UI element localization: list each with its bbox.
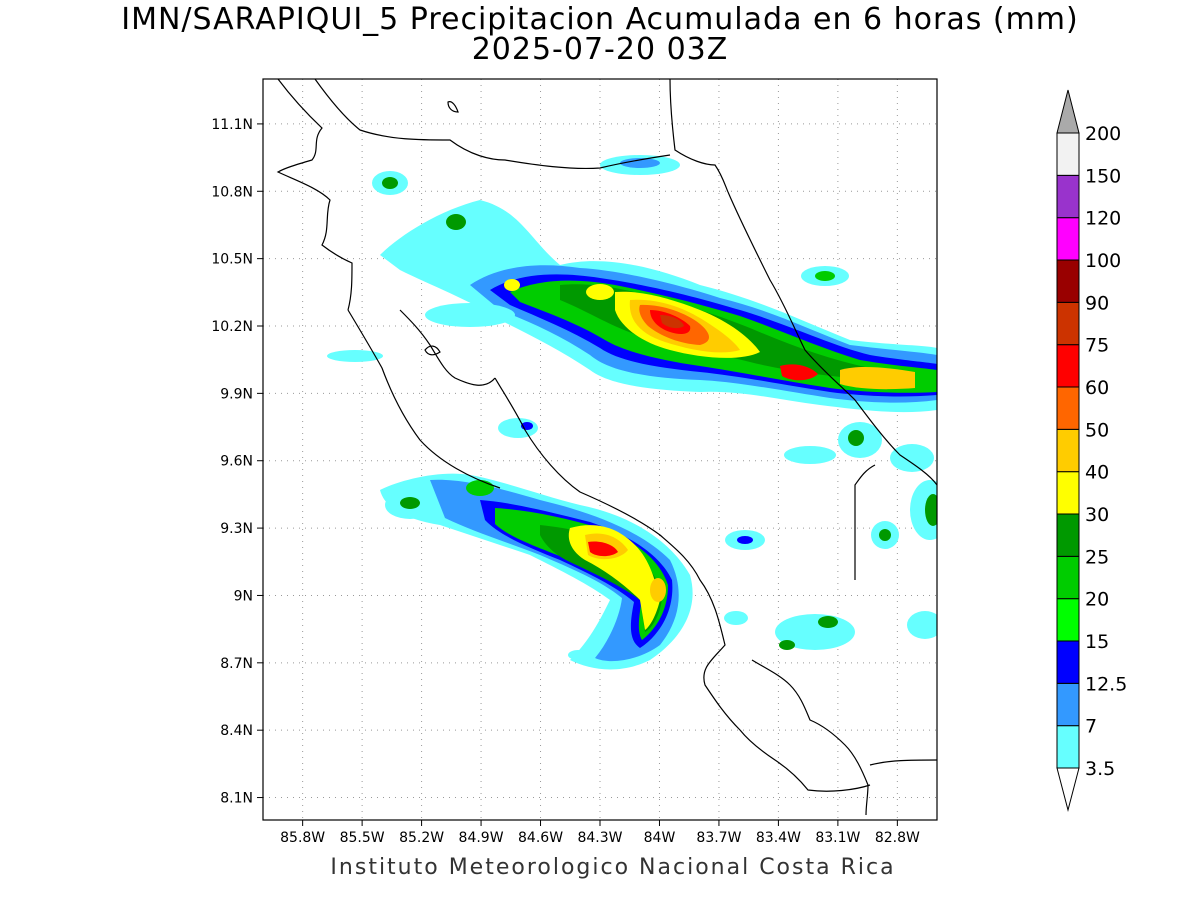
lon-tick-label: 85.8W: [280, 830, 325, 846]
map-datetime: 2025-07-20 03Z: [471, 32, 729, 67]
lat-tick-label: 9N: [234, 588, 253, 604]
precipitation-field: [327, 155, 937, 670]
colorbar-swatch: [1056, 555, 1080, 600]
rain-band-south: [380, 473, 937, 670]
colorbar-level-label: 12.5: [1085, 673, 1127, 695]
lon-tick-label: 83.7W: [696, 830, 741, 846]
colorbar-swatch: [1056, 725, 1080, 769]
colorbar-swatch: [1056, 301, 1080, 346]
lat-tick-label: 10.8N: [211, 184, 253, 200]
lat-tick-label: 8.7N: [220, 656, 253, 672]
lat-tick-label: 8.4N: [220, 723, 253, 739]
colorbar-swatch: [1056, 344, 1080, 388]
colorbar-level-label: 200: [1085, 123, 1121, 145]
colorbar-level-label: 90: [1085, 292, 1109, 314]
lat-tick-label: 8.1N: [220, 791, 253, 807]
colorbar-swatch: [1056, 174, 1080, 219]
lat-tick-label: 9.9N: [220, 386, 253, 402]
lat-tick-label: 9.3N: [220, 521, 253, 537]
lat-axis: 11.1N 10.8N 10.5N 10.2N 9.9N 9.6N 9.3N 9N 8.7N 8.…: [211, 117, 263, 807]
colorbar-level-label: 7: [1085, 716, 1097, 738]
colorbar-level-label: 30: [1085, 504, 1109, 526]
lon-tick-label: 84.9W: [459, 830, 504, 846]
lon-tick-label: 85.2W: [399, 830, 444, 846]
colorbar-swatch: [1056, 598, 1080, 642]
lon-tick-label: 84.6W: [518, 830, 563, 846]
colorbar-level-label: 25: [1085, 546, 1109, 568]
map-frame: [262, 78, 938, 821]
colorbar-level-label: 15: [1085, 631, 1109, 653]
lat-tick-label: 10.5N: [211, 252, 253, 268]
colorbar-level-label: 75: [1085, 335, 1109, 357]
graticule: [263, 79, 937, 820]
colorbar-swatch: [1056, 428, 1080, 473]
lat-tick-label: 10.2N: [211, 319, 253, 335]
institution-credit: Instituto Meteorologico Nacional Costa R…: [330, 855, 896, 880]
colorbar-legend: 3.5 7 12.5 15 20 25 30 40 50 60 75 90 100 120 150 200: [1056, 89, 1127, 812]
colorbar-swatch: [1056, 259, 1080, 303]
lon-tick-label: 84W: [644, 830, 676, 846]
lon-tick-label: 82.8W: [875, 830, 920, 846]
lon-tick-label: 83.4W: [756, 830, 801, 846]
lon-axis: 85.8W 85.5W 85.2W 84.9W 84.6W 84.3W 84W 83.7W 83…: [280, 820, 920, 846]
colorbar-level-label: 20: [1085, 589, 1109, 611]
coastlines: [276, 79, 937, 816]
map-title: IMN/SARAPIQUI_5 Precipitacion Acumulada …: [121, 2, 1079, 37]
colorbar-swatch: [1056, 471, 1080, 515]
colorbar-swatch: [1056, 682, 1080, 727]
rain-band-north: [380, 200, 937, 413]
colorbar-level-label: 120: [1085, 208, 1121, 230]
colorbar-swatch: [1056, 386, 1080, 430]
colorbar-level-label: 50: [1085, 419, 1109, 441]
lon-tick-label: 83.1W: [815, 830, 860, 846]
colorbar-level-label: 3.5: [1085, 758, 1115, 780]
colorbar-level-label: 150: [1085, 165, 1121, 187]
lon-tick-label: 85.5W: [340, 830, 385, 846]
lat-tick-label: 9.6N: [220, 454, 253, 470]
lat-tick-label: 11.1N: [211, 117, 253, 133]
colorbar-min-triangle: [1056, 767, 1080, 812]
colorbar-level-label: 40: [1085, 462, 1109, 484]
colorbar-level-label: 100: [1085, 250, 1121, 272]
colorbar-swatch: [1056, 513, 1080, 557]
colorbar-max-triangle: [1056, 89, 1080, 134]
rain-cells-north: [327, 155, 937, 540]
colorbar-level-label: 60: [1085, 377, 1109, 399]
colorbar-swatch: [1056, 132, 1080, 176]
colorbar-swatch: [1056, 217, 1080, 261]
lon-tick-label: 84.3W: [577, 830, 622, 846]
colorbar-swatch: [1056, 640, 1080, 684]
